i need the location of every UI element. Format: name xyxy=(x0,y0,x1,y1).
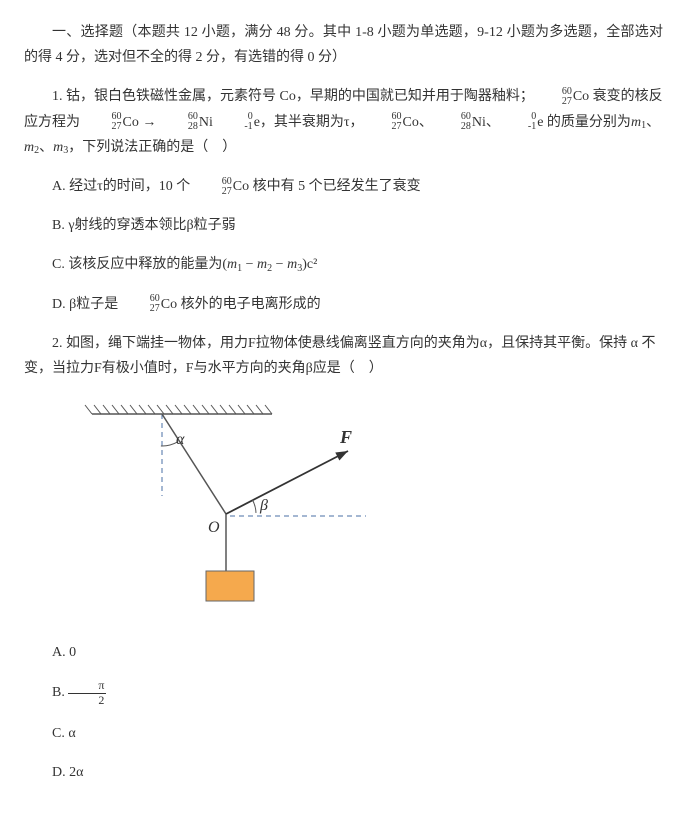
question-1: 1. 钴，银白色铁磁性金属，元素符号 Co，早期的中国就已知并用于陶器釉料；60… xyxy=(24,84,663,316)
q2-optC: C. α xyxy=(24,721,663,746)
nuclide-co: 6027 xyxy=(534,87,572,107)
svg-text:F: F xyxy=(339,427,352,447)
q1-stem: 1. 钴，银白色铁磁性金属，元素符号 Co，早期的中国就已知并用于陶器釉料；60… xyxy=(24,84,663,160)
question-2: 2. 如图，绳下端挂一物体，用力F拉物体使悬线偏离竖直方向的夹角为α，且保持其平… xyxy=(24,331,663,786)
svg-text:O: O xyxy=(208,519,220,536)
svg-text:α: α xyxy=(176,431,185,448)
header-text: 一、选择题（本题共 12 小题，满分 48 分。其中 1-8 小题为单选题，9-… xyxy=(24,20,663,70)
section-header: 一、选择题（本题共 12 小题，满分 48 分。其中 1-8 小题为单选题，9-… xyxy=(24,20,663,70)
q2-optB: B. π2 xyxy=(24,679,663,706)
svg-text:β: β xyxy=(259,497,268,514)
q1-optB: B. γ射线的穿透本领比β粒子弱 xyxy=(24,213,663,238)
figure-svg: α Fβ O xyxy=(64,399,384,609)
q2-optA: A. 0 xyxy=(24,640,663,665)
q1-optC: C. 该核反应中释放的能量为(m1 − m2 − m3)c² xyxy=(24,252,663,277)
q1-optA: A. 经过τ的时间，10 个 6027Co 核中有 5 个已经发生了衰变 xyxy=(24,174,663,199)
q1-optD: D. β粒子是 6027Co 核外的电子电离形成的 xyxy=(24,292,663,317)
q2-figure: α Fβ O xyxy=(64,399,663,618)
q2-optD: D. 2α xyxy=(24,760,663,785)
q2-stem: 2. 如图，绳下端挂一物体，用力F拉物体使悬线偏离竖直方向的夹角为α，且保持其平… xyxy=(24,331,663,381)
